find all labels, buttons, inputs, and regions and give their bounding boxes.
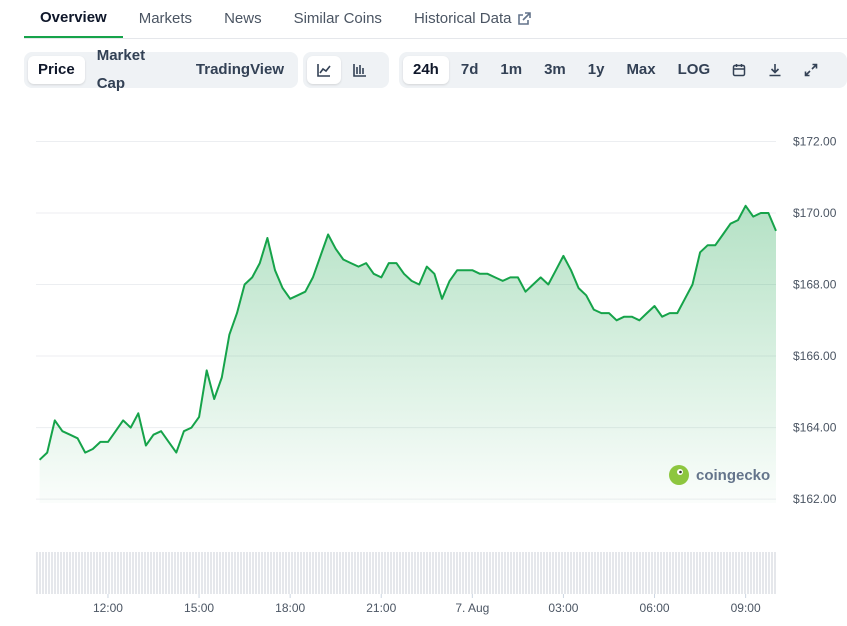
gecko-logo (669, 465, 689, 485)
watermark-text: coingecko (696, 466, 771, 484)
range-group: 24h 7d 1m 3m 1y Max LOG (399, 52, 847, 88)
price-area (39, 205, 777, 504)
price-line (38, 204, 777, 461)
chart-type-group: Price Market Cap TradingView (24, 47, 298, 92)
y-tick-label: $172.00 (793, 134, 837, 148)
button[interactable]: 1m (500, 61, 523, 78)
tab[interactable]: News (224, 10, 262, 27)
y-tick-label: $166.00 (793, 349, 837, 363)
tab-label: Historical Data (413, 10, 512, 27)
button[interactable]: 1y (587, 61, 605, 78)
button[interactable]: Max (626, 61, 656, 78)
tab[interactable]: Markets (138, 10, 193, 27)
x-tick-label: 06:00 (640, 601, 670, 615)
button[interactable]: Price (28, 56, 85, 84)
tab[interactable]: Overview (24, 0, 123, 38)
candle-chart-button[interactable] (343, 56, 377, 84)
x-tick-label: 18:00 (275, 601, 305, 615)
line-chart-button[interactable] (307, 56, 341, 84)
x-tick-label: 12:00 (93, 601, 123, 615)
y-tick-label: $168.00 (793, 278, 837, 292)
x-tick-label: 21:00 (366, 601, 396, 615)
button[interactable]: 24h (403, 56, 449, 84)
download-button[interactable] (758, 56, 792, 84)
style-group (303, 52, 389, 88)
x-tick-label: 7. Aug (455, 601, 489, 615)
button[interactable]: 3m (544, 61, 566, 78)
calendar-button[interactable] (722, 56, 756, 84)
watermark: coingecko (668, 464, 770, 486)
fullscreen-button[interactable] (794, 56, 828, 84)
tab[interactable]: Historical Data (398, 0, 548, 38)
y-tick-label: $170.00 (793, 206, 837, 220)
x-tick-label: 03:00 (548, 601, 578, 615)
tab-bar: Overview Markets News Similar Coins Hist… (24, 0, 847, 39)
x-tick-label: 09:00 (731, 601, 761, 615)
button[interactable]: Market Cap (96, 47, 146, 92)
y-tick-label: $164.00 (793, 421, 837, 435)
button[interactable]: LOG (677, 61, 711, 78)
external-icon (518, 12, 532, 25)
y-tick-label: $162.00 (793, 492, 837, 506)
volume-band (36, 552, 776, 594)
button[interactable]: 7d (460, 61, 479, 78)
tab[interactable]: Similar Coins (293, 10, 382, 27)
button[interactable]: TradingView (195, 61, 284, 78)
x-tick-label: 15:00 (184, 601, 214, 615)
